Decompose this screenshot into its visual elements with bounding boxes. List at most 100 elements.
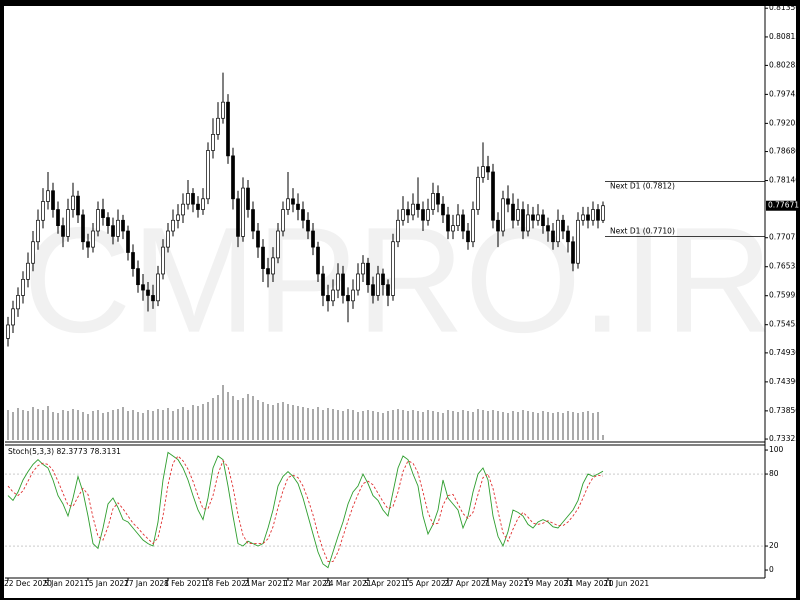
- candle-body: [311, 230, 315, 248]
- candle-body: [321, 273, 325, 296]
- candle-body: [116, 219, 120, 237]
- candle-body: [191, 193, 195, 205]
- candle-body: [286, 198, 290, 210]
- candle-body: [11, 308, 15, 326]
- candle-body: [546, 225, 550, 232]
- x-tick-label: 10 Jun 2021: [604, 579, 649, 588]
- y-tick-label: 0.79745: [769, 89, 800, 98]
- candle-body: [576, 219, 580, 264]
- candle-body: [356, 273, 360, 291]
- candle-body: [246, 187, 250, 210]
- candle-body: [506, 198, 510, 205]
- candle-body: [181, 203, 185, 216]
- candle-body: [86, 241, 90, 248]
- x-tick-label: 27 Apr 2021: [444, 579, 491, 588]
- candle-body: [421, 209, 425, 221]
- candle-body: [561, 219, 565, 232]
- candle-body: [96, 209, 100, 232]
- candle-body: [26, 262, 30, 280]
- candle-body: [111, 225, 115, 237]
- candle-body: [351, 289, 355, 302]
- candle-body: [336, 273, 340, 291]
- candle-body: [566, 230, 570, 243]
- candle-body: [436, 193, 440, 205]
- x-tick-label: 5 Apr 2021: [364, 579, 406, 588]
- candle-body: [291, 198, 295, 205]
- candle-body: [481, 166, 485, 178]
- candle-body: [156, 273, 160, 302]
- candle-body: [391, 241, 395, 296]
- candle-body: [376, 273, 380, 296]
- candle-body: [516, 209, 520, 221]
- candle-body: [461, 214, 465, 232]
- candle-body: [146, 289, 150, 296]
- candle-body: [581, 214, 585, 221]
- x-tick-label: 18 Feb 2021: [204, 579, 251, 588]
- x-tick-label: 31 May 2021: [564, 579, 613, 588]
- candle-body: [276, 230, 280, 259]
- candle-body: [431, 193, 435, 210]
- y-tick-label: 0.80285: [769, 60, 800, 69]
- candle-body: [346, 295, 350, 302]
- candle-body: [571, 241, 575, 264]
- y-tick-label: 0.76535: [769, 262, 800, 271]
- level-label: Next D1 (0.7710): [610, 226, 675, 235]
- candle-body: [341, 273, 345, 296]
- candle-body: [106, 217, 110, 226]
- candle-body: [451, 225, 455, 232]
- y-tick-label: 0.80815: [769, 32, 800, 41]
- candle-body: [486, 166, 490, 173]
- candle-body: [141, 284, 145, 291]
- candle-body: [126, 230, 130, 253]
- candle-body: [586, 214, 590, 221]
- candle-body: [211, 134, 215, 151]
- candle-body: [136, 268, 140, 286]
- candle-body: [196, 203, 200, 210]
- background: [4, 6, 796, 598]
- candle-body: [526, 214, 530, 232]
- candle-body: [536, 214, 540, 221]
- candle-body: [76, 195, 80, 216]
- y-tick-label: 0.77075: [769, 233, 800, 242]
- x-tick-label: 2 Mar 2021: [244, 579, 287, 588]
- candle-body: [221, 101, 225, 119]
- y-tick-label: 0.75455: [769, 320, 800, 329]
- candle-body: [476, 176, 480, 210]
- candle-body: [206, 150, 210, 200]
- candle-body: [261, 246, 265, 269]
- candle-body: [6, 324, 10, 339]
- candle-body: [161, 246, 165, 275]
- stoch-line: [7, 451, 604, 569]
- candle-body: [46, 190, 50, 202]
- candle-body: [441, 203, 445, 216]
- y-tick-label: 0.74390: [769, 377, 800, 386]
- candle-body: [271, 257, 275, 275]
- current-price-box: [766, 200, 796, 211]
- indicator-tick-label: 0: [769, 565, 774, 574]
- x-tick-label: 5 Jan 2021: [44, 579, 84, 588]
- x-tick-label: 12 Mar 2021: [284, 579, 332, 588]
- candle-body: [36, 219, 40, 243]
- candle-body: [446, 214, 450, 232]
- candle-body: [216, 117, 220, 135]
- x-tick-label: 27 Jan 2021: [124, 579, 169, 588]
- candle-body: [41, 201, 45, 221]
- candle-body: [316, 246, 320, 275]
- candle-body: [131, 252, 135, 269]
- candle-body: [521, 209, 525, 232]
- candle-body: [416, 203, 420, 210]
- candle-body: [361, 262, 365, 275]
- candle-body: [301, 209, 305, 221]
- candle-body: [281, 209, 285, 232]
- candle-body: [91, 230, 95, 248]
- indicator-tick-label: 100: [769, 445, 784, 454]
- candle-body: [371, 284, 375, 296]
- candle-body: [601, 205, 605, 221]
- x-tick-label: 7 May 2021: [484, 579, 528, 588]
- candle-body: [411, 203, 415, 216]
- candle-body: [466, 230, 470, 243]
- candle-body: [21, 278, 25, 296]
- candle-body: [201, 198, 205, 210]
- y-tick-label: 0.78680: [769, 147, 800, 156]
- candle-body: [511, 203, 515, 221]
